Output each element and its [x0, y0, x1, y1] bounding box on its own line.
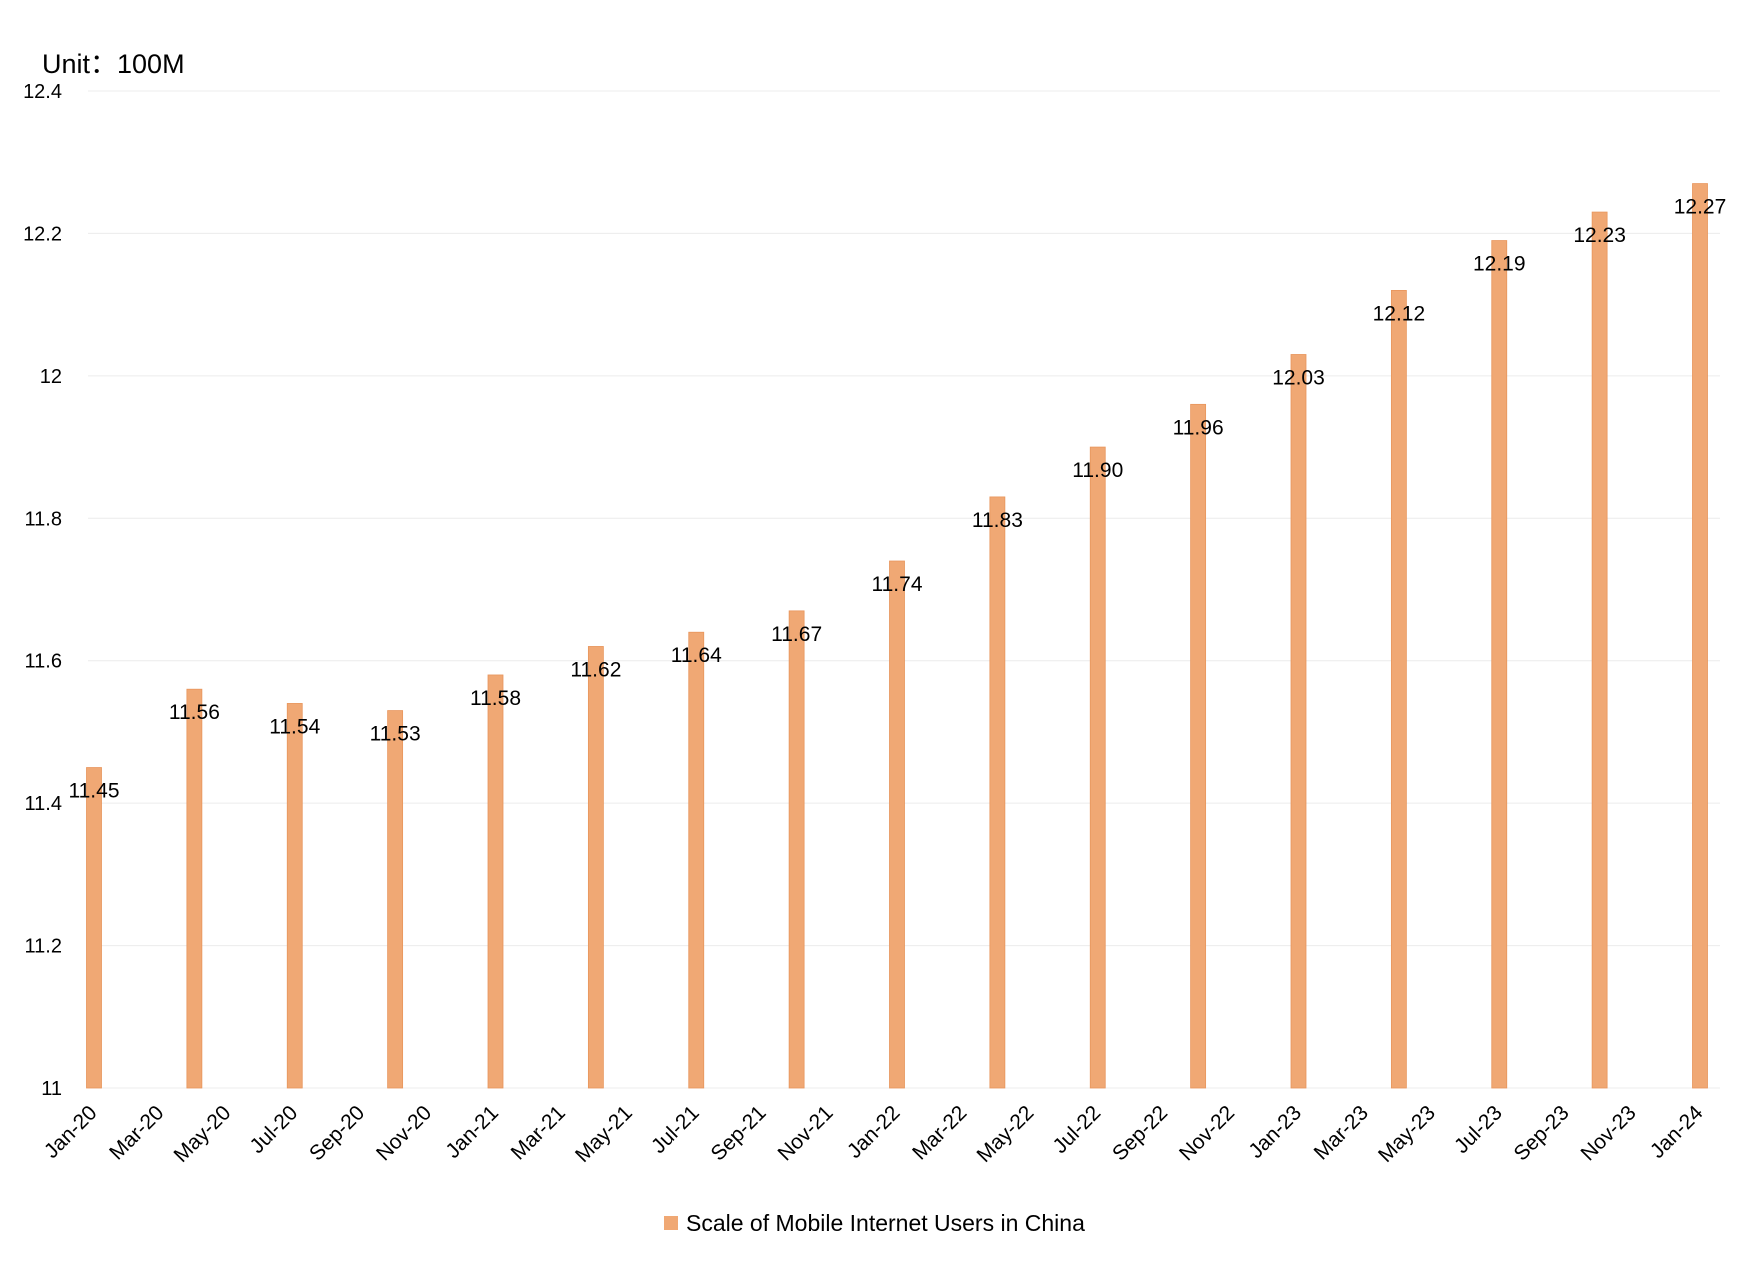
x-tick-label: Jan-22 [843, 1101, 905, 1163]
bar [1491, 240, 1508, 1089]
x-tick-label: Sep-20 [305, 1101, 369, 1165]
bar [587, 646, 604, 1089]
bar-value-label: 12.27 [1674, 196, 1727, 219]
x-tick-label: Sep-22 [1108, 1101, 1172, 1165]
x-tick-label: Jan-24 [1646, 1101, 1708, 1163]
x-tick-label: Nov-21 [773, 1101, 837, 1165]
x-tick-label: Sep-23 [1510, 1101, 1574, 1165]
legend: Scale of Mobile Internet Users in China [664, 1210, 1085, 1236]
bar [1591, 211, 1608, 1089]
bar-value-label: 12.23 [1573, 224, 1626, 247]
bar [1692, 183, 1708, 1089]
y-tick-label: 12 [40, 366, 62, 388]
bar [186, 688, 203, 1089]
x-tick-label: Mar-21 [507, 1101, 570, 1164]
bar-value-label: 11.83 [972, 509, 1023, 532]
bar [688, 631, 705, 1089]
bar-value-label: 11.96 [1173, 416, 1224, 439]
bar-value-label: 11.74 [872, 573, 923, 596]
bar [387, 710, 404, 1089]
x-tick-label: Jul-22 [1049, 1101, 1106, 1158]
x-tick-label: Jan-20 [40, 1101, 102, 1163]
x-tick-label: May-23 [1374, 1101, 1440, 1167]
bar [788, 610, 805, 1089]
unit-label: Unit：100M [42, 49, 185, 79]
bar [1290, 354, 1307, 1089]
y-tick-label: 11.6 [25, 651, 62, 673]
bar-value-label: 11.67 [771, 623, 822, 646]
bar [889, 560, 905, 1089]
x-tick-label: Mar-22 [908, 1101, 971, 1164]
legend-swatch [664, 1216, 678, 1230]
bar [86, 767, 102, 1089]
bar-value-label: 11.54 [269, 715, 320, 738]
bar [487, 674, 504, 1089]
bar-value-label: 11.56 [169, 701, 220, 724]
x-tick-label: Mar-23 [1310, 1101, 1373, 1164]
bar [1190, 403, 1207, 1089]
x-tick-label: Nov-20 [372, 1101, 436, 1165]
legend-label: Scale of Mobile Internet Users in China [686, 1210, 1085, 1236]
x-tick-label: Nov-22 [1175, 1101, 1239, 1165]
y-tick-label: 12.2 [23, 223, 62, 245]
x-tick-label: Mar-20 [105, 1101, 168, 1164]
bar-value-label: 11.53 [370, 723, 421, 746]
y-tick-label: 11 [41, 1078, 62, 1100]
bar-value-label: 11.45 [69, 780, 120, 803]
bar [286, 703, 303, 1089]
x-tick-label: Jul-21 [647, 1101, 704, 1158]
y-tick-label: 11.2 [25, 936, 62, 958]
x-tick-label: Sep-21 [707, 1101, 771, 1165]
bar [989, 496, 1006, 1089]
bar-value-label: 11.64 [671, 644, 722, 667]
x-tick-label: Jul-20 [246, 1101, 303, 1158]
y-tick-label: 11.4 [25, 793, 62, 815]
bar-value-label: 11.58 [470, 687, 521, 710]
bar-series: 11.45 11.56 11.54 11.53 11.58 11.62 11.64 11.67… [69, 183, 1727, 1089]
y-axis: 11 11.2 11.4 11.6 11.8 12 12.2 12.4 [23, 81, 62, 1100]
x-tick-label: May-21 [571, 1101, 637, 1167]
x-tick-label: Jan-23 [1244, 1101, 1306, 1163]
bar [1089, 446, 1106, 1089]
y-tick-label: 11.8 [25, 508, 62, 530]
x-tick-label: Jul-23 [1450, 1101, 1507, 1158]
bar-value-label: 11.90 [1072, 459, 1123, 482]
x-tick-label: May-22 [973, 1101, 1039, 1167]
bar-value-label: 11.62 [570, 658, 621, 681]
bar-value-label: 12.19 [1473, 253, 1526, 276]
x-tick-label: Jan-21 [441, 1101, 503, 1163]
bar-value-label: 12.03 [1272, 366, 1325, 389]
x-tick-label: Nov-23 [1576, 1101, 1640, 1165]
x-axis: Jan-20 Mar-20 May-20 Jul-20 Sep-20 Nov-20 Jan-… [40, 1101, 1708, 1167]
bar-value-label: 12.12 [1373, 302, 1426, 325]
x-tick-label: May-20 [170, 1101, 236, 1167]
bar [1390, 289, 1407, 1089]
y-tick-label: 12.4 [23, 81, 62, 103]
